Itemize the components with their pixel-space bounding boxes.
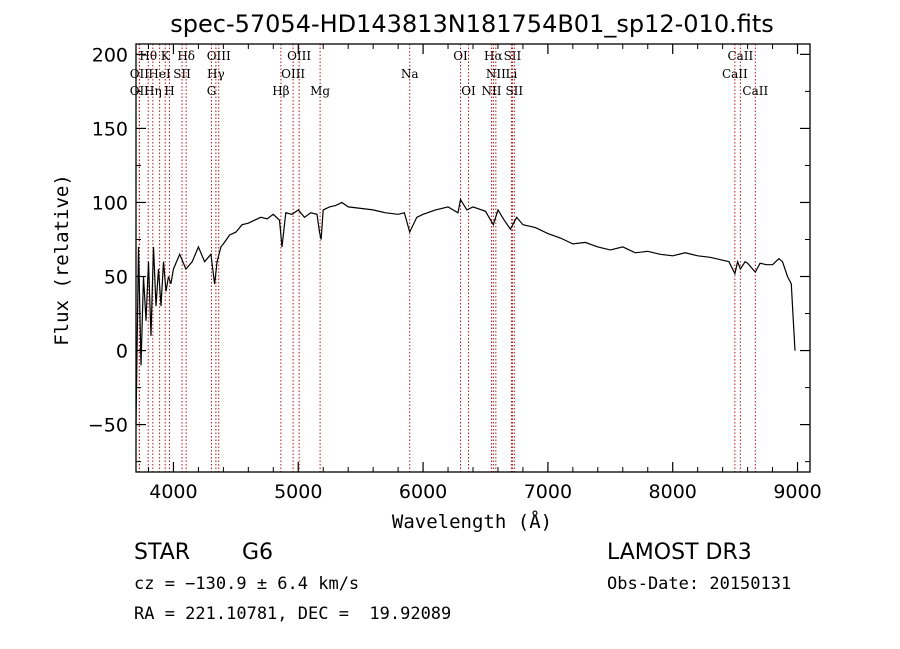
observation-date: Obs-Date: 20150131 (607, 574, 792, 594)
x-tick-label-5: 9000 (773, 481, 821, 503)
x-tick-label-4: 8000 (649, 481, 697, 503)
spectrum-line (135, 197, 796, 425)
marker-label-23: Mg (310, 84, 330, 98)
y-tick-label-1: 0 (116, 341, 128, 363)
marker-label-0: Hθ (139, 49, 157, 63)
object-class: STAR (134, 540, 191, 565)
marker-label-27: CaII (742, 84, 768, 98)
marker-label-10: HeI (148, 67, 171, 81)
y-tick-label-2: 50 (104, 267, 128, 289)
marker-label-11: SII (173, 67, 191, 81)
marker-label-2: Hδ (177, 49, 195, 63)
marker-label-19: Hη (144, 84, 162, 98)
y-axis-ticks: −50 0 50 100 150 200 (88, 44, 810, 463)
y-axis-label: Flux (relative) (51, 174, 73, 346)
x-axis-ticks: 4000 5000 6000 7000 8000 9000 (147, 44, 822, 503)
marker-label-4: OIII (287, 49, 311, 63)
y-tick-label-3: 100 (92, 192, 128, 214)
object-subclass: G6 (242, 540, 274, 565)
redshift-info: cz = −130.9 ± 6.4 km/s (134, 574, 360, 594)
marker-label-14: Na (401, 67, 419, 81)
marker-label-16: Li (506, 67, 518, 81)
marker-label-9: OII (130, 67, 150, 81)
marker-label-25: NII (481, 84, 501, 98)
marker-label-26: SII (505, 84, 523, 98)
marker-label-22: Hβ (272, 84, 289, 98)
marker-label-1: K (161, 49, 171, 63)
marker-label-15: NII (486, 67, 506, 81)
x-tick-label-0: 4000 (149, 481, 197, 503)
marker-label-3: OIII (207, 49, 231, 63)
x-tick-label-2: 6000 (399, 481, 447, 503)
chart-title: spec-57054-HD143813N181754B01_sp12-010.f… (170, 10, 774, 38)
marker-label-21: G (207, 84, 217, 98)
marker-label-17: CaII (722, 67, 748, 81)
marker-label-8: CaII (727, 49, 753, 63)
y-tick-label-0: −50 (88, 415, 128, 437)
plot-frame (135, 43, 811, 473)
x-tick-label-3: 7000 (524, 481, 572, 503)
marker-label-24: OI (461, 84, 476, 98)
x-axis-label: Wavelength (Å) (392, 510, 552, 533)
y-tick-label-5: 200 (92, 44, 128, 66)
x-tick-label-1: 5000 (274, 481, 322, 503)
survey-name: LAMOST DR3 (607, 540, 752, 565)
marker-label-7: SII (504, 49, 522, 63)
marker-label-12: Hγ (207, 67, 225, 81)
marker-label-20: H (164, 84, 174, 98)
marker-label-13: OIII (281, 67, 305, 81)
marker-label-6: Hα (484, 49, 503, 63)
coordinates: RA = 221.10781, DEC = 19.92089 (134, 604, 452, 624)
y-tick-label-4: 150 (92, 118, 128, 140)
marker-label-5: OI (453, 49, 468, 63)
